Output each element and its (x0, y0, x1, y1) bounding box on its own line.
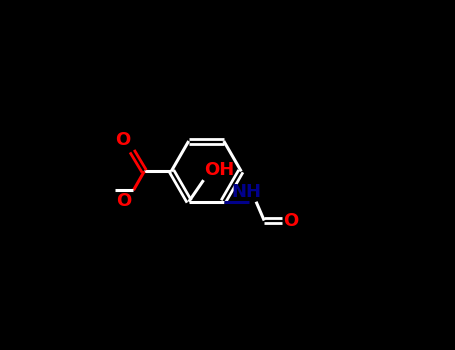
Text: NH: NH (232, 183, 262, 201)
Text: O: O (116, 131, 131, 149)
Text: O: O (283, 211, 298, 230)
Text: OH: OH (204, 161, 235, 179)
Text: O: O (116, 191, 132, 210)
